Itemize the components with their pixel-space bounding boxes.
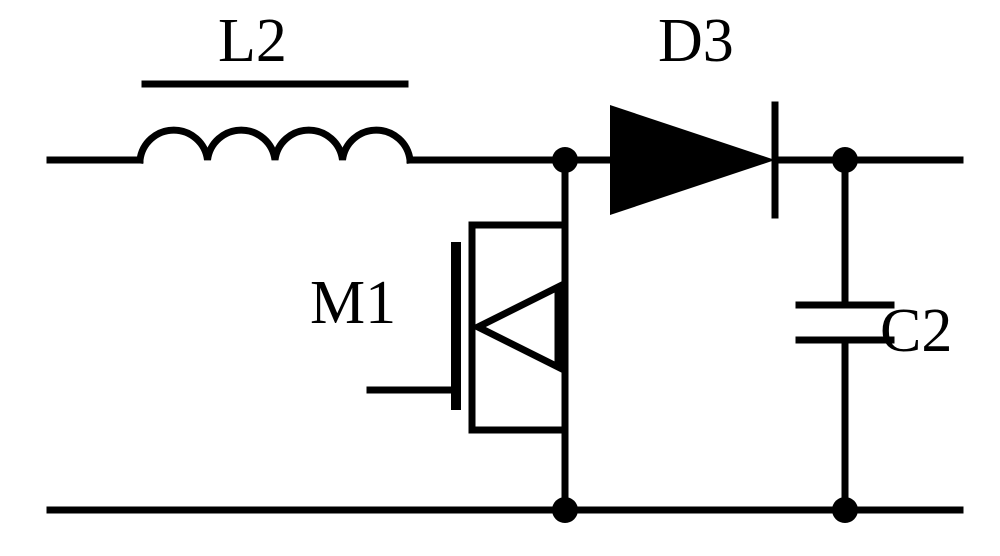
inductor-label: L2 bbox=[218, 6, 287, 77]
mosfet-label: M1 bbox=[310, 268, 396, 339]
circuit-svg bbox=[0, 0, 1000, 556]
circuit-diagram: L2 D3 M1 C2 bbox=[0, 0, 1000, 556]
diode-label: D3 bbox=[658, 6, 734, 77]
capacitor-label: C2 bbox=[880, 296, 952, 367]
